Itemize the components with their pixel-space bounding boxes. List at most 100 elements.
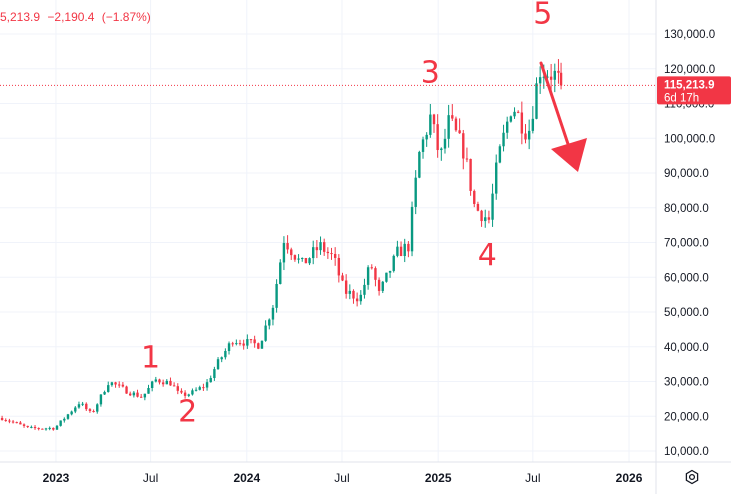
gear-icon[interactable]	[684, 469, 700, 485]
candle-body	[187, 394, 190, 396]
candle-body	[19, 422, 22, 425]
candle-body	[410, 206, 414, 252]
candle-body	[231, 343, 234, 345]
candle-body	[227, 343, 231, 351]
candle-body	[194, 389, 198, 391]
candle-body	[418, 151, 421, 178]
candle-body	[92, 411, 95, 413]
candle-body	[535, 83, 538, 119]
candle-body	[139, 396, 143, 398]
candle-body	[454, 118, 458, 131]
candle-body	[77, 404, 81, 408]
candle-body	[337, 257, 341, 276]
candle-body	[55, 425, 59, 430]
wave-label-2: 2	[178, 394, 197, 429]
candle-body	[458, 130, 461, 134]
candle-body	[172, 385, 176, 387]
x-tick-label: Jul	[143, 471, 158, 485]
candle-body	[4, 420, 7, 422]
price-tag-price: 115,213.9	[664, 79, 715, 91]
wave-labels: 12 3 4 5	[141, 0, 552, 429]
x-tick-label: Jul	[525, 471, 540, 485]
time-axis[interactable]: 2023 Jul 2024 Jul 2025 Jul 2026	[0, 461, 731, 485]
candle-body	[176, 386, 179, 391]
candle-body	[249, 339, 253, 341]
candle-body	[147, 388, 150, 394]
candle-body	[388, 270, 392, 273]
candle-body	[48, 427, 51, 429]
candle-body	[352, 290, 355, 299]
candle-body	[44, 428, 48, 430]
y-tick-label: 90,000.0	[664, 168, 709, 180]
candle-body	[440, 148, 443, 151]
candle-body	[224, 350, 227, 358]
candle-body	[8, 420, 11, 422]
candle-body	[370, 267, 373, 269]
y-tick-label: 40,000.0	[664, 342, 709, 354]
candle-body	[407, 243, 410, 252]
candle-body	[432, 114, 436, 125]
candle-body	[473, 190, 476, 204]
candle-body	[88, 409, 92, 412]
candle-body	[0, 417, 4, 421]
candle-body	[527, 130, 531, 140]
wave-label-5: 5	[533, 0, 552, 32]
candle-body	[374, 268, 377, 280]
y-tick-label: 20,000.0	[664, 411, 709, 423]
candle-body	[114, 382, 117, 385]
candle-body	[37, 428, 40, 430]
y-tick-label: 100,000.0	[664, 133, 715, 145]
candle-body	[260, 340, 264, 349]
candle-body	[447, 115, 450, 139]
candle-body	[52, 427, 55, 430]
candle-body	[257, 343, 260, 349]
candle-body	[246, 339, 249, 346]
last-price-tag: 115,213.96d 17h	[657, 76, 731, 105]
candle-body	[531, 118, 535, 131]
candle-body	[506, 121, 509, 133]
candle-body	[348, 290, 352, 294]
candle-body	[85, 403, 88, 410]
candle-body	[557, 70, 560, 73]
candle-body	[542, 76, 546, 78]
candle-body	[158, 379, 161, 383]
y-tick-label: 50,000.0	[664, 307, 709, 319]
candle-body	[202, 387, 205, 389]
y-tick-label: 80,000.0	[664, 203, 709, 215]
x-tick-label: 2024	[233, 471, 260, 485]
candle-body	[30, 426, 33, 428]
candle-body	[414, 177, 417, 207]
candle-body	[297, 258, 300, 260]
candle-body	[41, 428, 44, 430]
price-tag-bg	[657, 76, 731, 105]
candle-body	[107, 385, 110, 392]
candle-body	[363, 284, 366, 295]
candle-body	[26, 425, 29, 427]
candle-body	[70, 411, 73, 415]
candle-body	[161, 382, 165, 385]
candle-body	[275, 283, 278, 308]
candle-body	[520, 112, 524, 134]
candle-body	[205, 382, 209, 388]
candle-body	[491, 193, 494, 220]
candle-body	[154, 379, 158, 382]
candle-body	[103, 391, 106, 395]
candle-body	[399, 246, 403, 257]
y-tick-label: 10,000.0	[664, 446, 709, 458]
price-tag-countdown: 6d 17h	[664, 92, 699, 104]
candle-body	[487, 217, 491, 220]
candle-body	[421, 139, 425, 152]
price-header: 5,213.9 −2,190.4 (−1.87%)	[0, 10, 155, 24]
candle-body	[121, 384, 125, 387]
candle-body	[198, 387, 201, 390]
candle-body	[429, 114, 432, 135]
wave-label-4: 4	[478, 238, 497, 273]
candle-body	[396, 246, 399, 256]
price-axis[interactable]: 130,000.0120,000.0110,000.0100,000.090,0…	[655, 0, 715, 494]
candle-body	[355, 298, 359, 302]
candle-body	[59, 420, 62, 426]
candle-body	[286, 243, 289, 250]
candle-body	[96, 404, 99, 412]
candle-body	[11, 421, 15, 423]
